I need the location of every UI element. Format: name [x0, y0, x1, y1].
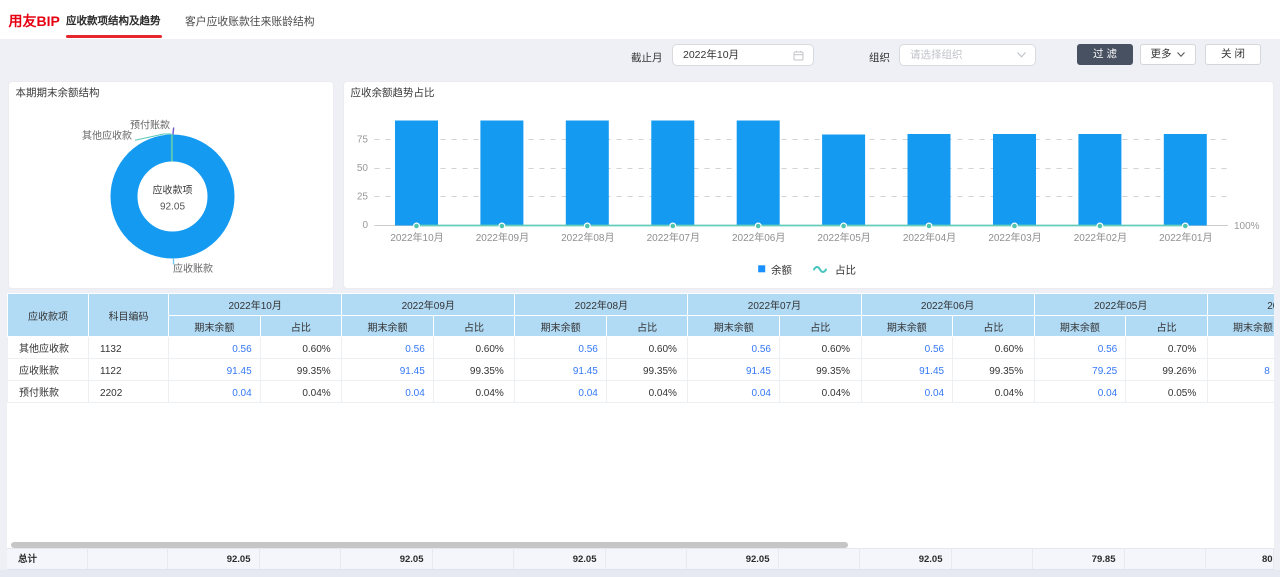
svg-text:2022年04月: 2022年04月: [903, 231, 956, 244]
svg-text:2022年09月: 2022年09月: [476, 231, 529, 244]
svg-text:75: 75: [357, 134, 369, 145]
svg-text:2022年07月: 2022年07月: [647, 231, 700, 244]
svg-text:预付账款: 预付账款: [130, 118, 170, 131]
svg-text:应收账款: 应收账款: [173, 262, 213, 275]
svg-text:2022年06月: 2022年06月: [732, 231, 785, 244]
svg-text:2022年02月: 2022年02月: [1074, 231, 1127, 244]
svg-text:占比: 占比: [835, 264, 856, 277]
svg-text:余额: 余额: [771, 264, 792, 277]
svg-text:25: 25: [357, 191, 369, 202]
svg-text:应收款项: 应收款项: [153, 184, 193, 197]
svg-text:0: 0: [362, 220, 368, 231]
svg-text:2022年03月: 2022年03月: [988, 231, 1041, 244]
svg-text:100%: 100%: [1234, 221, 1260, 232]
svg-text:2022年05月: 2022年05月: [817, 231, 870, 244]
svg-text:2022年10月: 2022年10月: [390, 231, 443, 244]
svg-text:其他应收款: 其他应收款: [82, 129, 132, 142]
svg-text:50: 50: [357, 163, 369, 174]
svg-text:2022年08月: 2022年08月: [561, 231, 614, 244]
svg-text:2022年01月: 2022年01月: [1159, 231, 1212, 244]
svg-text:92.05: 92.05: [160, 202, 185, 213]
